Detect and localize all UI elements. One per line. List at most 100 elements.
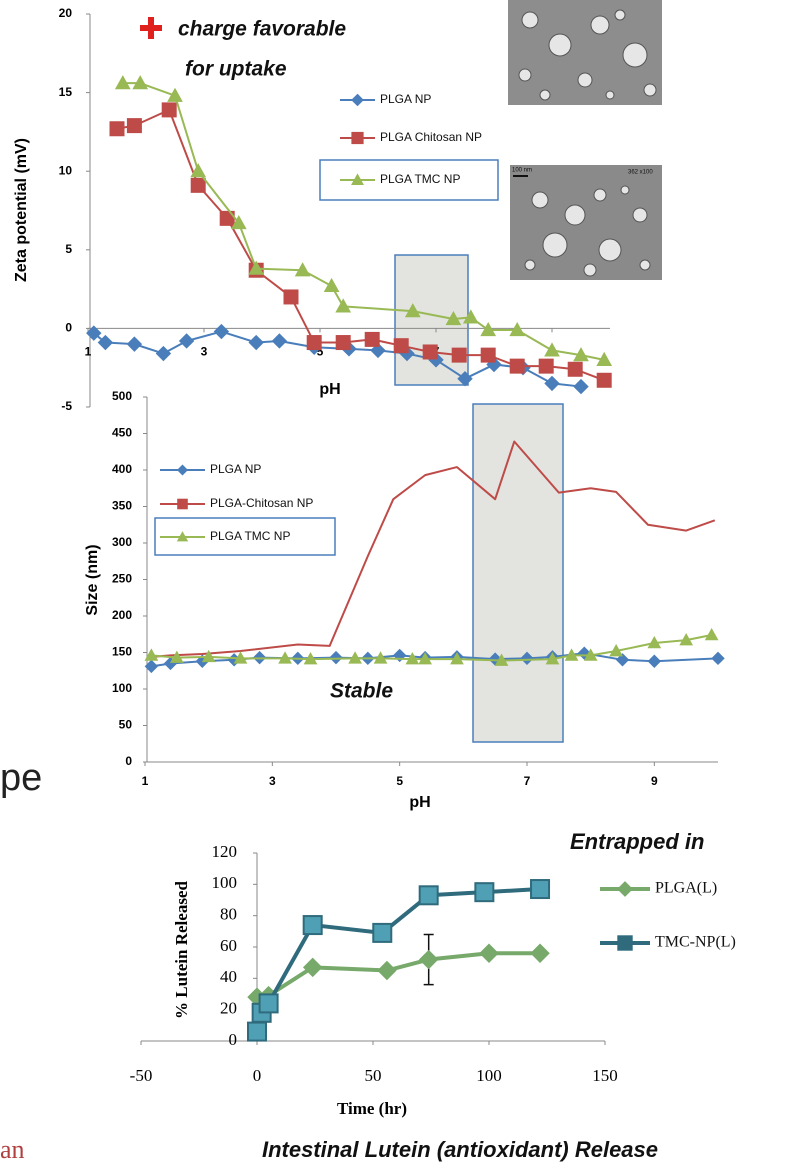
x-tick-label: 150 <box>592 1066 618 1085</box>
marker <box>679 633 694 646</box>
marker <box>647 635 662 649</box>
marker <box>609 644 623 657</box>
plots: -50510152013579Zeta potential (mV)pHPLGA… <box>13 6 736 1162</box>
y-tick-label: 40 <box>220 967 237 986</box>
x-tick-label: 1 <box>85 345 92 359</box>
y-tick-label: 200 <box>112 608 132 622</box>
marker <box>114 75 131 90</box>
y-tick-label: 350 <box>112 499 132 513</box>
marker <box>329 650 343 665</box>
tem-image <box>508 0 662 105</box>
background-text: an <box>0 1135 25 1164</box>
marker <box>190 163 207 178</box>
y-tick-label: 20 <box>220 999 237 1018</box>
marker <box>247 1021 267 1042</box>
y-tick-label: 20 <box>59 6 73 20</box>
marker <box>545 652 560 665</box>
chart-title: Intestinal Lutein (antioxidant) Release <box>262 1137 658 1162</box>
plus-icon <box>140 17 162 39</box>
highlight-box <box>472 403 564 743</box>
y-tick-label: 50 <box>119 718 133 732</box>
legend-label: TMC-NP(L) <box>655 934 736 951</box>
x-tick-label: 5 <box>317 345 324 359</box>
marker <box>405 652 420 665</box>
marker <box>418 652 432 665</box>
marker <box>393 338 409 354</box>
legend-box <box>319 159 499 201</box>
y-axis-title: Zeta potential (mV) <box>13 138 30 282</box>
marker <box>615 653 630 667</box>
marker <box>704 627 719 641</box>
legend-marker <box>351 93 364 107</box>
chart: 0 50 100 150 200 250 300 350 400 450 500 1 3 5 7 9 Size … <box>84 389 725 811</box>
marker <box>530 943 550 963</box>
marker <box>479 943 499 963</box>
y-tick-label: 450 <box>112 426 132 440</box>
marker <box>573 378 589 395</box>
marker <box>248 334 264 351</box>
y-tick-label: 100 <box>112 681 132 695</box>
y-axis-title: % Lutein Released <box>172 881 191 1019</box>
legend-label: PLGA NP <box>210 462 261 476</box>
series-line <box>255 887 541 1033</box>
image-label: 362 x100 <box>628 170 653 176</box>
legend-marker <box>176 531 189 542</box>
marker <box>126 118 142 134</box>
marker <box>213 323 230 340</box>
y-tick-label: 10 <box>59 163 73 177</box>
y-tick-label: 500 <box>112 389 132 403</box>
marker <box>190 177 206 193</box>
x-tick-label: -50 <box>130 1066 153 1085</box>
x-tick-label: 3 <box>269 774 276 788</box>
marker <box>462 309 479 324</box>
y-tick-label: 60 <box>220 936 237 955</box>
legend-box <box>154 517 336 556</box>
marker <box>144 648 159 661</box>
marker <box>348 651 362 664</box>
legend-label: PLGA Chitosan NP <box>380 130 482 144</box>
marker <box>573 347 589 362</box>
annotation: Stable <box>330 680 393 703</box>
marker <box>155 345 172 362</box>
marker <box>258 993 279 1014</box>
marker <box>373 651 388 664</box>
legend-title: Entrapped in <box>570 829 704 854</box>
legend-label: PLGA(L) <box>655 880 717 897</box>
marker <box>303 652 318 665</box>
legend-marker <box>617 881 633 897</box>
y-tick-label: -5 <box>61 399 72 413</box>
marker <box>323 277 340 293</box>
tem-image <box>510 165 662 280</box>
y-tick-label: 100 <box>212 873 238 892</box>
marker <box>271 333 288 349</box>
legend-marker <box>351 131 364 145</box>
x-axis-title: Time (hr) <box>337 1099 407 1118</box>
annotation: for uptake <box>185 58 287 81</box>
marker <box>509 321 526 337</box>
marker <box>126 336 143 352</box>
marker <box>233 651 248 664</box>
marker <box>530 879 551 900</box>
marker <box>520 651 534 666</box>
marker <box>248 260 265 275</box>
marker <box>178 333 195 349</box>
marker <box>364 331 380 347</box>
marker <box>451 347 467 363</box>
marker <box>418 949 439 970</box>
marker <box>306 335 322 351</box>
marker <box>370 342 386 359</box>
x-axis-title: pH <box>319 381 340 398</box>
y-tick-label: 15 <box>59 85 73 99</box>
marker <box>509 358 525 374</box>
marker <box>450 652 464 665</box>
marker <box>201 649 216 663</box>
y-tick-label: 0 <box>229 1030 238 1049</box>
y-tick-label: 5 <box>65 242 72 256</box>
marker <box>132 75 149 90</box>
marker <box>544 375 560 392</box>
marker <box>404 303 421 318</box>
marker <box>169 650 184 663</box>
marker <box>567 361 583 377</box>
marker <box>711 651 725 666</box>
